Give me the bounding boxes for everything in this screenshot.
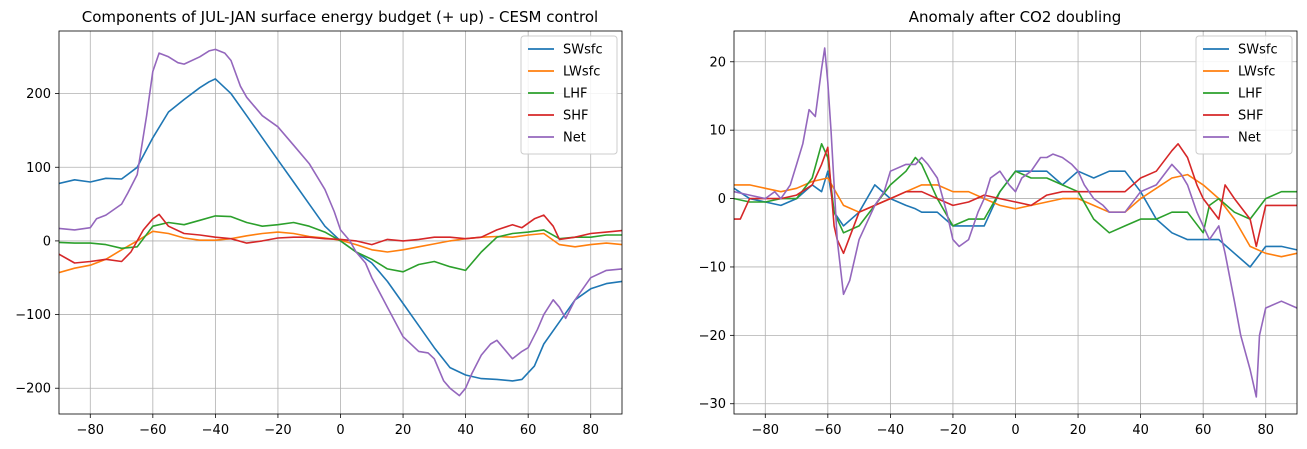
x-tick-label: 60 [1195,423,1212,438]
y-tick-label: −30 [699,397,726,412]
series-line-shf [734,143,1297,255]
legend-box [520,35,618,155]
x-tick-label: −40 [202,423,229,438]
legend-label: LWsfc [563,65,600,80]
chart-title: Components of JUL-JAN surface energy bud… [82,8,598,26]
series-lines [59,48,622,397]
x-tick-label: −80 [77,423,104,438]
x-tick-label: 40 [1132,423,1149,438]
y-tick-label: 0 [43,234,51,249]
x-tick-label: 60 [520,423,537,438]
y-tick-label: 10 [709,124,726,139]
y-tick-label: 200 [26,87,51,102]
y-tick-label: 100 [26,161,51,176]
y-tick-label: 0 [718,192,726,207]
y-tick-label: −200 [15,382,51,397]
grid-lines [59,31,622,414]
legend-label: LWsfc [1238,65,1275,80]
x-tick-label: 20 [395,423,412,438]
chart-panel-surface-energy-budget: Components of JUL-JAN surface energy bud… [15,8,623,438]
x-tick-label: 80 [582,423,599,438]
x-tick-label: 0 [1011,423,1019,438]
legend-label: Net [1238,131,1261,146]
legend-label: SHF [563,109,589,124]
x-tick-label: −40 [877,423,904,438]
x-tick-label: −20 [264,423,291,438]
tick-marks: −80 −60 −40 −20 0 20 40 60 80 −30 −20 −10 0 10 20 [699,55,1274,438]
legend-label: SWsfc [563,43,603,58]
series-line-lwsfc [734,173,1297,258]
y-tick-label: 20 [709,55,726,70]
legend: SWsfc LWsfc LHF SHF Net [520,35,618,155]
x-tick-label: 0 [336,423,344,438]
x-tick-label: −60 [139,423,166,438]
x-tick-label: −20 [939,423,966,438]
chart-title: Anomaly after CO2 doubling [909,8,1122,26]
series-line-shf [59,213,622,264]
chart-panel-co2-doubling-anomaly: Anomaly after CO2 doubling −80 −60 −40 −20 0… [699,8,1298,438]
x-tick-label: −60 [814,423,841,438]
legend-box [1195,35,1293,155]
legend-label: SWsfc [1238,43,1278,58]
legend: SWsfc LWsfc LHF SHF Net [1195,35,1293,155]
x-tick-label: 80 [1257,423,1274,438]
x-tick-label: 40 [457,423,474,438]
legend-label: SHF [1238,109,1264,124]
y-tick-label: −20 [699,329,726,344]
series-line-net [734,47,1297,398]
legend-label: LHF [1238,87,1263,102]
x-tick-label: −80 [752,423,779,438]
legend-label: LHF [563,87,588,102]
x-tick-label: 20 [1070,423,1087,438]
y-tick-label: −100 [15,308,51,323]
series-line-swsfc [734,170,1297,268]
series-line-net [59,48,622,397]
series-line-lhf [59,215,622,273]
y-tick-label: −10 [699,260,726,275]
series-lines [734,47,1297,398]
legend-label: Net [563,131,586,146]
